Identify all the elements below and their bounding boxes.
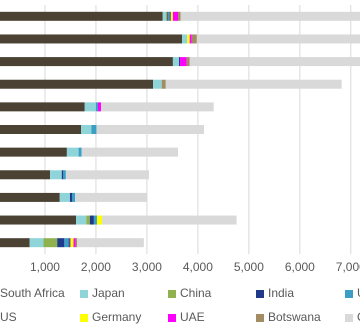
bar-segment	[71, 192, 76, 202]
x-tick-label: 7,000	[336, 260, 360, 274]
legend-label: China	[180, 286, 212, 300]
bar-segment	[86, 215, 90, 225]
bar-segment	[78, 147, 82, 157]
bar-segment	[75, 238, 78, 248]
bar-segment	[187, 34, 190, 44]
bar-segment	[0, 79, 154, 89]
bar-segment	[170, 11, 173, 21]
x-tick-label: 6,000	[285, 260, 315, 274]
bar-segment	[0, 102, 85, 112]
bar-segment	[63, 170, 66, 180]
legend-swatch	[345, 314, 353, 322]
x-tick-label: 5,000	[234, 260, 264, 274]
bar-segment	[50, 170, 62, 180]
legend-label: Botswana	[268, 310, 321, 324]
bar-segment	[186, 57, 190, 67]
legend-swatch	[256, 290, 264, 298]
bar-segment	[169, 11, 171, 21]
bar-segment	[196, 34, 360, 44]
bar-segment	[84, 102, 96, 112]
bar-segment	[0, 11, 163, 21]
bar-segment	[81, 147, 179, 157]
legend-swatch	[80, 290, 88, 298]
legend-swatch	[256, 314, 264, 322]
legend-swatch	[80, 314, 88, 322]
bar-segment	[76, 215, 87, 225]
bar-segment	[189, 57, 360, 67]
x-tick-label: 3,000	[132, 260, 162, 274]
bar-segment	[165, 79, 342, 89]
bar-segment	[43, 238, 58, 248]
bar-segment	[81, 125, 92, 134]
bar-segment	[0, 125, 82, 134]
bar-segment	[161, 79, 166, 89]
bar-segment	[91, 125, 97, 134]
legend-label: US	[0, 310, 17, 324]
bar-segment	[96, 215, 103, 225]
bar-segment	[66, 147, 79, 157]
bar-segment	[73, 238, 76, 248]
legend-label: UAE	[180, 310, 205, 324]
legend-label: India	[268, 286, 294, 300]
bar-segment	[189, 34, 192, 44]
bar-segment	[168, 11, 170, 21]
bar-segment	[95, 102, 98, 112]
bar-segment	[89, 215, 94, 225]
x-tick-label: 1,000	[30, 260, 60, 274]
bar-segment	[61, 170, 64, 180]
legend-label: Japan	[92, 286, 125, 300]
bar-segment	[102, 215, 237, 225]
bar-segment	[0, 170, 51, 180]
bar-segment	[0, 215, 77, 225]
bar-segment	[29, 238, 44, 248]
bar-segment	[162, 11, 166, 21]
bar-segment	[59, 192, 70, 202]
bar-segment	[165, 11, 168, 21]
bar-segment	[182, 34, 188, 44]
bar-segment	[172, 11, 179, 21]
legend-swatch	[168, 290, 176, 298]
bar-segment	[180, 11, 360, 21]
bar-segment	[0, 192, 60, 202]
legend-label: South Africa	[0, 286, 65, 300]
bar-segment	[75, 192, 147, 202]
bar-segment	[0, 34, 183, 44]
bar-segment	[93, 215, 97, 225]
legend-swatch	[168, 314, 176, 322]
bar-segment	[101, 102, 214, 112]
bar-segment	[70, 238, 74, 248]
bar-segment	[69, 192, 72, 202]
bar-segment	[68, 238, 71, 248]
bar-segment	[172, 57, 180, 67]
legend-label: Other	[357, 310, 360, 324]
bar-segment	[179, 57, 181, 67]
bar-segment	[153, 79, 162, 89]
bar-segment	[97, 102, 102, 112]
x-tick-label: 2,000	[81, 260, 111, 274]
bar-segment	[178, 11, 181, 21]
legend-label: Germany	[92, 310, 141, 324]
bar-segment	[65, 170, 149, 180]
bar-segment	[77, 238, 144, 248]
bar-segment	[167, 11, 169, 21]
bar-segment	[191, 34, 197, 44]
bar-segment	[0, 57, 173, 67]
legend-label: UK	[357, 286, 360, 300]
bar-segment	[96, 125, 205, 134]
x-tick-label: 4,000	[183, 260, 213, 274]
legend-swatch	[345, 290, 353, 298]
bar-segment	[64, 238, 69, 248]
bar-segment	[0, 238, 30, 248]
bar-segment	[180, 57, 187, 67]
bar-segment	[57, 238, 65, 248]
bar-segment	[0, 147, 67, 157]
